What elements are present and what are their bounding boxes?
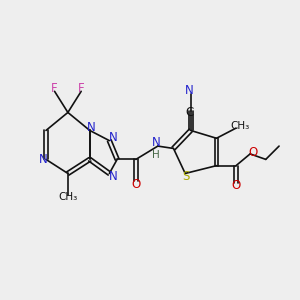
Text: O: O	[131, 178, 140, 191]
Text: H: H	[152, 151, 160, 160]
Text: N: N	[109, 131, 118, 144]
Text: N: N	[185, 84, 194, 97]
Text: F: F	[78, 82, 85, 95]
Text: CH₃: CH₃	[230, 121, 250, 131]
Text: C: C	[185, 106, 193, 118]
Text: N: N	[109, 170, 118, 183]
Text: N: N	[152, 136, 161, 149]
Text: O: O	[249, 146, 258, 159]
Text: O: O	[231, 179, 241, 193]
Text: S: S	[182, 170, 190, 183]
Text: N: N	[87, 121, 96, 134]
Text: N: N	[38, 153, 47, 166]
Text: CH₃: CH₃	[58, 192, 77, 202]
Text: F: F	[51, 82, 58, 95]
